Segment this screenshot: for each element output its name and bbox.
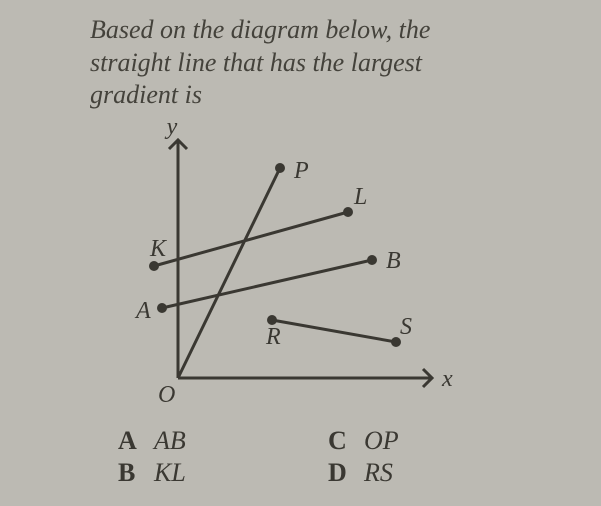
svg-text:A: A: [134, 298, 151, 324]
answer-option-d: D RS: [328, 458, 478, 488]
answer-letter: B: [118, 458, 140, 488]
diagram-svg: A B K L P R Sx y O: [100, 120, 460, 420]
page: Based on the diagram below, the straight…: [0, 0, 601, 506]
question-text: Based on the diagram below, the straight…: [90, 14, 561, 112]
answer-option-a: A AB: [118, 426, 268, 456]
svg-text:B: B: [386, 248, 401, 274]
svg-text:y: y: [165, 120, 178, 140]
question-line: Based on the diagram below, the: [90, 15, 430, 44]
answer-label: OP: [364, 426, 399, 456]
answer-label: RS: [364, 458, 393, 488]
diagram: A B K L P R Sx y O: [100, 120, 460, 420]
svg-text:S: S: [400, 314, 412, 340]
answer-grid: A AB C OP B KL D RS: [118, 426, 478, 488]
svg-text:x: x: [441, 366, 453, 392]
svg-text:R: R: [265, 324, 281, 350]
question-line: gradient is: [90, 80, 202, 109]
svg-text:L: L: [353, 184, 367, 210]
answer-option-b: B KL: [118, 458, 268, 488]
svg-text:O: O: [158, 382, 175, 408]
answer-label: AB: [154, 426, 186, 456]
answer-option-c: C OP: [328, 426, 478, 456]
answer-letter: C: [328, 426, 350, 456]
answer-label: KL: [154, 458, 186, 488]
svg-text:P: P: [293, 158, 309, 184]
question-line: straight line that has the largest: [90, 48, 422, 77]
answer-letter: A: [118, 426, 140, 456]
svg-text:K: K: [149, 236, 168, 262]
answer-letter: D: [328, 458, 350, 488]
